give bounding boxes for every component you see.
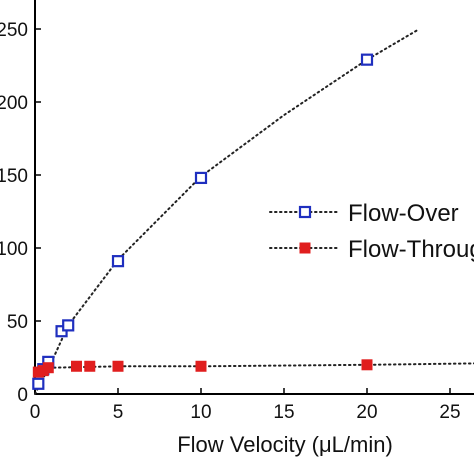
flow-through-point bbox=[71, 360, 82, 372]
x-tick-label: 15 bbox=[273, 402, 294, 423]
plot-frame bbox=[34, 0, 474, 395]
fit-line-flow-over bbox=[34, 29, 418, 395]
flow-over-point bbox=[32, 377, 45, 390]
data-markers bbox=[32, 53, 374, 390]
flow-through-point bbox=[84, 360, 96, 372]
legend-label-flow-through: Flow-Through bbox=[348, 236, 474, 263]
flow-over-point bbox=[111, 255, 125, 268]
y-ticks: 0 50 100 150 200 250 bbox=[0, 20, 41, 406]
flow-through-point bbox=[42, 362, 54, 374]
y-tick-label: 150 bbox=[0, 166, 28, 187]
legend: Flow-Over Flow-Through bbox=[269, 200, 474, 263]
legend-marker-flow-over bbox=[298, 205, 312, 219]
y-tick-label: 200 bbox=[0, 93, 28, 114]
y-tick-label: 250 bbox=[0, 20, 28, 41]
flow-over-point bbox=[62, 319, 75, 332]
x-tick-label: 10 bbox=[190, 402, 211, 423]
y-tick-label: 100 bbox=[0, 239, 28, 260]
flow-through-point bbox=[195, 360, 207, 372]
legend-label-flow-over: Flow-Over bbox=[348, 200, 459, 227]
legend-marker-flow-through bbox=[299, 242, 311, 254]
flow-through-point bbox=[361, 359, 373, 371]
x-ticks: 0 5 10 15 20 25 bbox=[30, 388, 461, 423]
y-tick-label: 50 bbox=[7, 312, 28, 333]
fit-line-flow-through bbox=[34, 362, 474, 375]
y-tick-label: 0 bbox=[17, 385, 28, 406]
x-tick-label: 25 bbox=[439, 402, 460, 423]
x-tick-label: 5 bbox=[113, 402, 124, 423]
flow-through-point bbox=[112, 360, 124, 372]
x-tick-label: 0 bbox=[30, 402, 41, 423]
x-tick-label: 20 bbox=[356, 402, 377, 423]
flow-over-point bbox=[194, 171, 208, 185]
flow-over-point bbox=[360, 53, 374, 66]
x-axis-title: Flow Velocity (μL/min) bbox=[177, 432, 393, 457]
